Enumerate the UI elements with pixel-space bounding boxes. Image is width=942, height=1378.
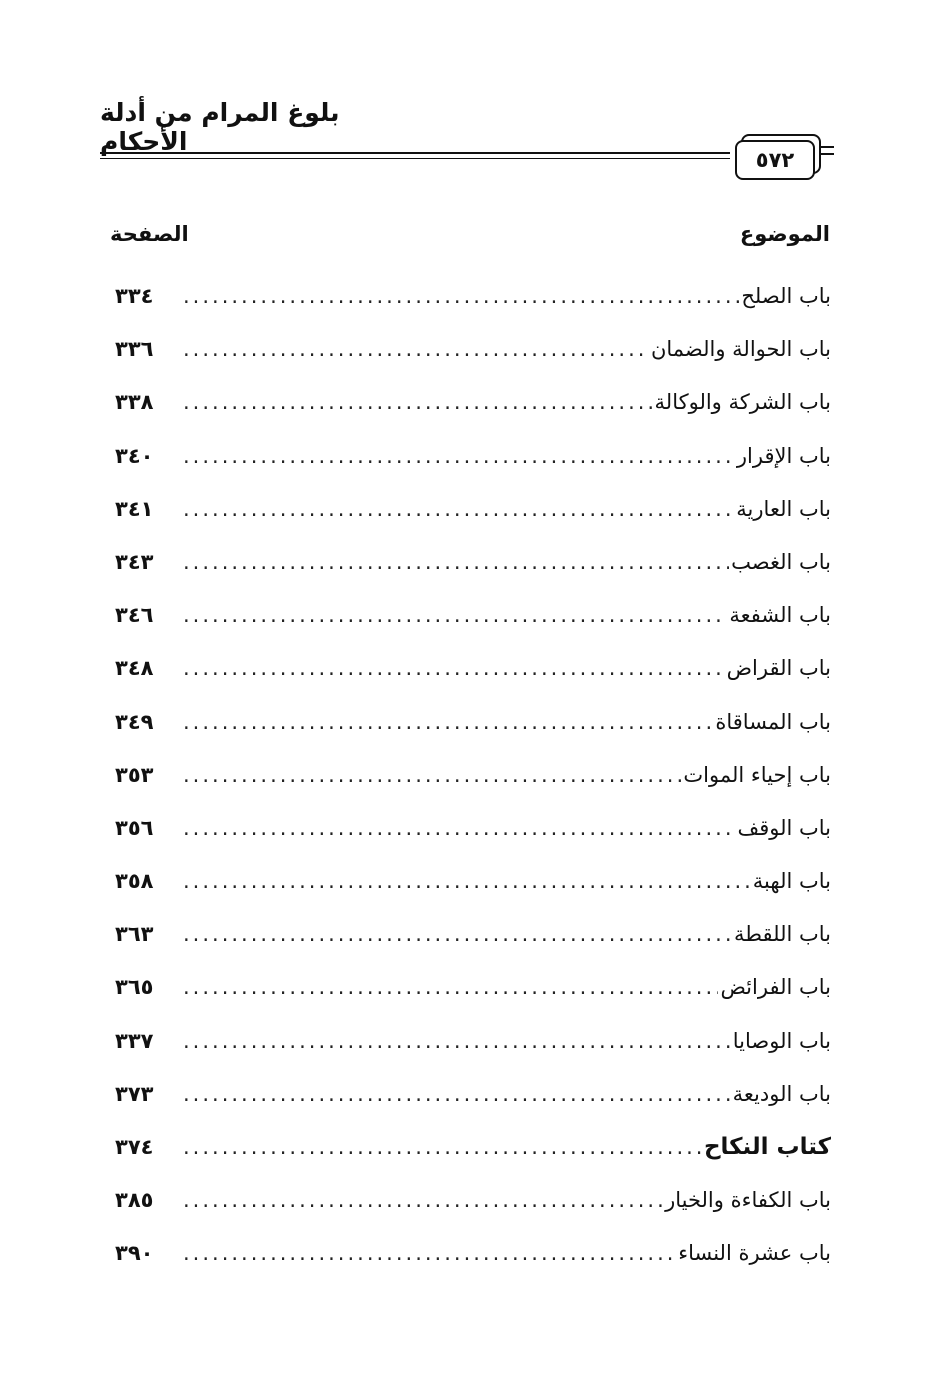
dot-leader: ........................................… [183, 815, 736, 840]
toc-entry-page: ٣٨٥ [115, 1188, 154, 1213]
toc-entry-title: باب القراض [726, 656, 831, 681]
toc-entry-title: باب الغصب [731, 549, 831, 574]
toc-entry-title: كتاب النكاح [703, 1134, 831, 1160]
toc-entry: باب القراض..............................… [115, 642, 831, 695]
toc-entry-page: ٣٧٤ [115, 1135, 154, 1159]
toc-entry-title: باب الوصايا [732, 1028, 831, 1053]
toc-entry: باب الإقرار.............................… [115, 430, 831, 483]
dot-leader: ........................................… [183, 603, 728, 628]
toc-entry: باب الهبة...............................… [115, 855, 831, 908]
toc-entry-page: ٣٤١ [115, 496, 154, 521]
page-number: ٥٧٢ [735, 140, 815, 180]
toc-entry-title: باب الحوالة والضمان [650, 337, 831, 362]
dot-leader: ........................................… [183, 549, 730, 574]
dot-leader: ........................................… [183, 496, 735, 521]
column-heading-topic: الموضوع [739, 222, 830, 246]
toc-entry: باب الصلح...............................… [115, 270, 831, 323]
dot-leader: ........................................… [183, 337, 649, 362]
toc-entry-title: باب الشركة والوكالة [654, 390, 831, 415]
toc-entry: باب الشركة والوكالة.....................… [115, 376, 831, 429]
dot-leader: ........................................… [183, 709, 714, 734]
toc-entry-title: باب الإقرار [736, 443, 831, 468]
toc-entry-title: باب الهبة [752, 869, 831, 894]
column-heading-page: الصفحة [110, 222, 189, 246]
dot-leader: ........................................… [183, 443, 735, 468]
toc-entry-title: باب الوديعة [732, 1081, 831, 1106]
toc-entry-title: باب العارية [736, 496, 831, 521]
toc-entry-title: باب اللقطة [734, 922, 831, 947]
toc-entry: باب الفرائض.............................… [115, 961, 831, 1014]
toc-entry-page: ٣٣٧ [115, 1028, 154, 1053]
toc-entry: باب عشرة النساء.........................… [115, 1227, 831, 1280]
dot-leader: ........................................… [183, 390, 653, 415]
toc-entry-page: ٣٥٨ [115, 869, 154, 894]
toc-entry-page: ٣٥٣ [115, 762, 154, 787]
dot-leader: ........................................… [183, 284, 740, 308]
toc-entry: باب إحياء الموات........................… [115, 749, 831, 802]
toc-entry: باب الغصب...............................… [115, 536, 831, 589]
toc-entry-page: ٣٥٦ [115, 815, 154, 840]
toc-entry-page: ٣٤٣ [115, 549, 154, 574]
dot-leader: ........................................… [183, 1081, 731, 1106]
toc-entry-title: باب الكفاءة والخيار [665, 1188, 831, 1213]
toc-entry-page: ٣٤٦ [115, 603, 154, 628]
toc-entry: باب الحوالة والضمان.....................… [115, 323, 831, 376]
header-rule [100, 158, 730, 159]
toc-entry-title: باب إحياء الموات [683, 762, 831, 787]
toc-entry: باب اللقطة..............................… [115, 908, 831, 961]
toc-entry-page: ٣٦٥ [115, 975, 154, 1000]
toc-entry-page: ٣٤٩ [115, 709, 154, 734]
dot-leader: ........................................… [183, 762, 682, 787]
toc-entry-title: باب المساقاة [715, 709, 831, 734]
toc-entry-title: باب الوقف [737, 815, 831, 840]
table-of-contents: باب الصلح...............................… [115, 270, 831, 1281]
toc-entry: باب الشفعة..............................… [115, 589, 831, 642]
toc-entry: باب الكفاءة والخيار.....................… [115, 1174, 831, 1227]
toc-entry-page: ٣٩٠ [115, 1241, 154, 1266]
dot-leader: ........................................… [183, 869, 751, 894]
dot-leader: ........................................… [183, 1135, 702, 1159]
toc-entry-page: ٣٣٦ [115, 337, 154, 362]
toc-entry-page: ٣٤٨ [115, 656, 154, 681]
dot-leader: ........................................… [183, 975, 719, 1000]
toc-entry: باب الوقف...............................… [115, 802, 831, 855]
dot-leader: ........................................… [183, 1028, 731, 1053]
toc-entry-page: ٣٣٨ [115, 390, 154, 415]
dot-leader: ........................................… [183, 922, 733, 947]
toc-entry-page: ٣٣٤ [115, 284, 154, 308]
header-rule [100, 152, 730, 154]
toc-entry-title: باب عشرة النساء [678, 1241, 831, 1266]
toc-entry: باب الوديعة.............................… [115, 1068, 831, 1121]
toc-entry-page: ٣٤٠ [115, 443, 154, 468]
toc-entry-page: ٣٦٣ [115, 922, 154, 947]
toc-entry: باب العارية.............................… [115, 483, 831, 536]
toc-entry: باب المساقاة............................… [115, 696, 831, 749]
dot-leader: ........................................… [183, 1241, 677, 1266]
toc-entry: باب الوصايا.............................… [115, 1015, 831, 1068]
header-ornament [820, 146, 834, 160]
toc-entry-title: باب الصلح [741, 284, 831, 308]
toc-entry: كتاب النكاح.............................… [115, 1121, 831, 1174]
toc-entry-title: باب الشفعة [729, 603, 831, 628]
dot-leader: ........................................… [183, 656, 725, 681]
book-title: بلوغ المرام من أدلة الأحكام [100, 98, 340, 156]
toc-entry-title: باب الفرائض [720, 975, 831, 1000]
toc-entry-page: ٣٧٣ [115, 1081, 154, 1106]
dot-leader: ........................................… [183, 1188, 663, 1213]
